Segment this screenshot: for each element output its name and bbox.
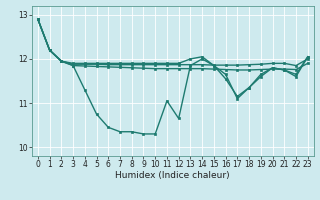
- X-axis label: Humidex (Indice chaleur): Humidex (Indice chaleur): [116, 171, 230, 180]
